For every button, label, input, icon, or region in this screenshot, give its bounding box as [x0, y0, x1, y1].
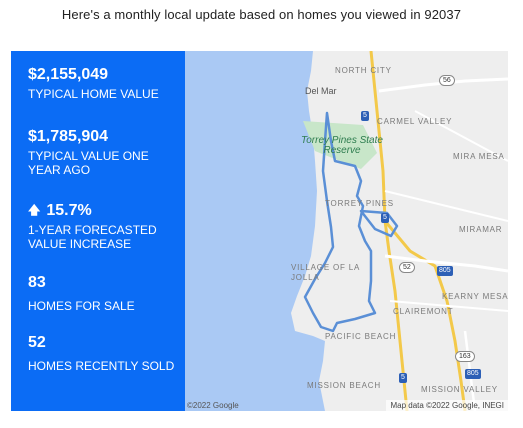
park-area [303, 121, 377, 169]
map-label-clairemont: CLAIREMONT [393, 307, 454, 316]
map-label-pacific-beach: PACIFIC BEACH [325, 332, 397, 341]
homes-recently-sold-label: HOMES RECENTLY SOLD [28, 359, 175, 373]
map-label-del-mar: Del Mar [305, 86, 337, 96]
map-data-attribution[interactable]: Map data ©2022 Google, INEGI [386, 400, 508, 411]
highway-sr52 [384, 254, 508, 273]
map-label-village-of-la-jolla: VILLAGE OF LA JOLLA [291, 263, 360, 282]
homes-for-sale-label: HOMES FOR SALE [28, 299, 135, 313]
interstate-5-shield-mid: 5 [381, 213, 389, 223]
zip-boundary-outline [303, 111, 399, 333]
interstate-805-shield-b: 805 [465, 369, 481, 379]
interstate-805-shield-a: 805 [437, 266, 453, 276]
map-label-torrey-pines: TORREY PINES [325, 199, 394, 208]
local-road-2 [384, 190, 508, 222]
highway-i5 [369, 51, 409, 411]
update-headline: Here's a monthly local update based on h… [61, 7, 462, 22]
map-label-carmel-valley: CARMEL VALLEY [377, 117, 453, 126]
ocean-area [185, 51, 325, 411]
area-map[interactable]: NORTH CITY Del Mar CARMEL VALLEY Torrey … [185, 51, 508, 411]
highway-i805 [383, 220, 467, 411]
forecast-value: 15.7% [46, 202, 92, 219]
interstate-5-shield-north: 5 [361, 111, 369, 121]
homes-for-sale-stat: 83 HOMES FOR SALE [28, 274, 183, 313]
map-label-mission-beach: MISSION BEACH [307, 381, 381, 390]
map-label-torrey-pines-reserve: Torrey Pines State Reserve [301, 135, 383, 156]
up-arrow-icon: 🡅 [28, 203, 41, 217]
interstate-5-shield-south: 5 [399, 373, 407, 383]
year-ago-value-stat: $1,785,904 TYPICAL VALUE ONE YEAR AGO [28, 128, 183, 177]
homes-recently-sold-value: 52 [28, 334, 46, 351]
typical-home-value-label: TYPICAL HOME VALUE [28, 87, 159, 101]
year-ago-value: $1,785,904 [28, 128, 109, 145]
map-label-mission-valley: MISSION VALLEY [421, 385, 498, 394]
homes-for-sale-value: 83 [28, 274, 46, 291]
route-52-shield: 52 [399, 262, 415, 273]
stats-panel: $2,155,049 TYPICAL HOME VALUE $1,785,904… [11, 51, 185, 411]
typical-home-value: $2,155,049 [28, 66, 109, 83]
map-label-north-city: NORTH CITY [335, 66, 392, 75]
route-163-shield: 163 [455, 351, 475, 362]
market-summary-card: $2,155,049 TYPICAL HOME VALUE $1,785,904… [11, 51, 508, 411]
local-road-1 [414, 110, 508, 162]
map-graphic [185, 51, 508, 411]
map-label-miramar: MIRAMAR [459, 225, 503, 234]
local-road-3 [389, 300, 508, 312]
map-label-mira-mesa: MIRA MESA [453, 152, 505, 161]
map-credit-google: ©2022 Google [187, 401, 239, 410]
route-56-shield: 56 [439, 75, 455, 86]
forecast-stat: 🡅 15.7% 1-YEAR FORECASTED VALUE INCREASE [28, 201, 183, 251]
year-ago-value-label: TYPICAL VALUE ONE YEAR AGO [28, 149, 149, 177]
map-label-kearny-mesa: KEARNY MESA [442, 292, 508, 301]
homes-recently-sold-stat: 52 HOMES RECENTLY SOLD [28, 334, 183, 373]
forecast-label: 1-YEAR FORECASTED VALUE INCREASE [28, 223, 157, 251]
typical-home-value-stat: $2,155,049 TYPICAL HOME VALUE [28, 66, 183, 101]
